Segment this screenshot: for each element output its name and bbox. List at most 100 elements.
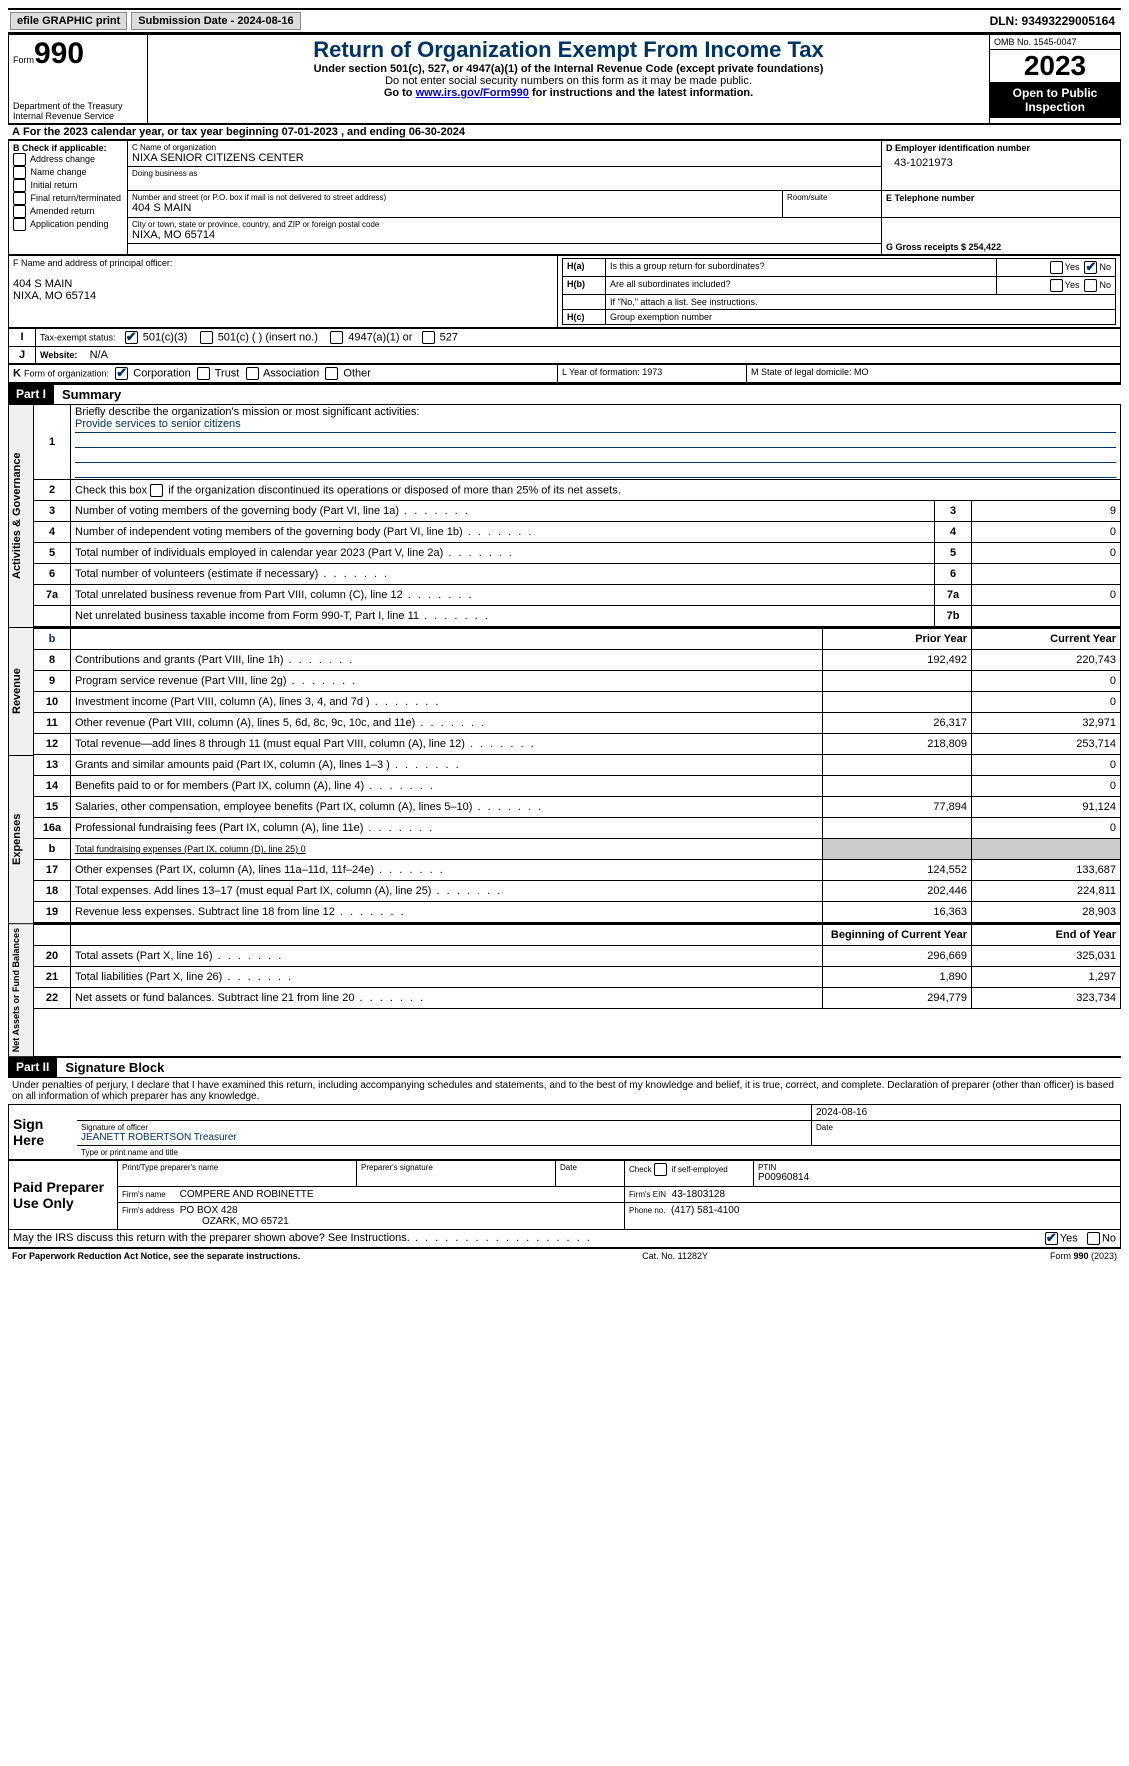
firm-addr2: OZARK, MO 65721 [122,1216,289,1227]
letter-j: J [9,347,36,364]
footer-form: Form 990 (2023) [1050,1251,1117,1261]
trust-text: Trust [215,367,240,379]
firm-ein: 43-1803128 [672,1189,725,1200]
b-opt-checkbox[interactable] [13,192,26,205]
firm-name-label: Firm's name [122,1190,166,1199]
q1-blank3 [75,463,1116,478]
summary-line: 13Grants and similar amounts paid (Part … [34,755,1121,776]
other-checkbox[interactable] [325,367,338,380]
city-value: NIXA, MO 65714 [132,229,877,241]
preparer-table: Paid Preparer Use Only Print/Type prepar… [8,1160,1121,1230]
discuss-yes: Yes [1060,1233,1078,1245]
summary-line: 7aTotal unrelated business revenue from … [34,585,1121,606]
street-value: 404 S MAIN [132,202,778,214]
trust-checkbox[interactable] [197,367,210,380]
form990-link[interactable]: www.irs.gov/Form990 [416,87,529,99]
hb-label: Are all subordinates included? [606,277,997,295]
tax-year: 2023 [990,50,1120,82]
501c3-checkbox[interactable] [125,331,138,344]
dept-treasury: Department of the Treasury [13,101,143,111]
netassets-vlabel: Net Assets or Fund Balances [8,923,34,1056]
4947-checkbox[interactable] [330,331,343,344]
print-name-label: Print/Type preparer's name [122,1163,352,1172]
assoc-checkbox[interactable] [246,367,259,380]
col-b: b [34,628,71,650]
b-opt-checkbox[interactable] [13,166,26,179]
self-employed-checkbox[interactable] [654,1163,667,1176]
no-text-2: No [1099,280,1111,290]
officer-name: JEANETT ROBERTSON Treasurer [81,1132,807,1143]
q2-checkbox[interactable] [150,484,163,497]
efile-print-button[interactable]: efile GRAPHIC print [10,12,127,30]
yes-text-2: Yes [1065,280,1080,290]
discuss-yes-checkbox[interactable] [1045,1232,1058,1245]
hb-yes-checkbox[interactable] [1050,279,1063,292]
identity-table: B Check if applicable: Address change Na… [8,140,1121,255]
h-note: If "No," attach a list. See instructions… [606,295,1116,310]
website-label: Website: [40,350,77,360]
letter-k: K [13,367,21,379]
b-opt-checkbox[interactable] [13,205,26,218]
prep-date-label: Date [560,1163,620,1172]
501c-text: 501(c) ( ) (insert no.) [218,331,318,343]
part1-title: Summary [54,385,129,404]
summary-line: Net unrelated business taxable income fr… [34,606,1121,627]
phone-value: (417) 581-4100 [671,1205,739,1216]
b-option: Application pending [13,218,123,231]
hb-no-checkbox[interactable] [1084,279,1097,292]
ha-yes-checkbox[interactable] [1050,261,1063,274]
form-number: 990 [34,37,84,70]
b-opt-checkbox[interactable] [13,153,26,166]
b-option: Amended return [13,205,123,218]
b-option: Initial return [13,179,123,192]
signature-table: Sign Here 2024-08-16 Signature of office… [8,1104,1121,1160]
room-label: Room/suite [787,193,877,202]
form-prefix: Form [13,55,34,65]
summary-line: 20Total assets (Part X, line 16)296,6693… [34,946,1121,967]
summary-line: 9Program service revenue (Part VIII, lin… [34,671,1121,692]
beg-year-header: Beginning of Current Year [823,924,972,946]
expenses-vlabel: Expenses [8,755,34,923]
revenue-vlabel: Revenue [8,627,34,755]
city-label: City or town, state or province, country… [132,220,877,229]
c-name-label: C Name of organization [132,143,877,152]
q2-post: if the organization discontinued its ope… [168,484,621,496]
discuss-text: May the IRS discuss this return with the… [13,1232,592,1245]
type-name-label: Type or print name and title [81,1148,1116,1157]
top-bar: efile GRAPHIC print Submission Date - 20… [8,8,1121,34]
corp-checkbox[interactable] [115,367,128,380]
summary-line: 6Total number of volunteers (estimate if… [34,564,1121,585]
b-opt-checkbox[interactable] [13,179,26,192]
summary-line: 21Total liabilities (Part X, line 26)1,8… [34,967,1121,988]
cat-no: Cat. No. 11282Y [642,1251,708,1261]
governance-table: 1 Briefly describe the organization's mi… [34,404,1121,627]
summary-line: 22Net assets or fund balances. Subtract … [34,988,1121,1009]
part1-label: Part I [8,385,54,404]
tax-exempt-label: Tax-exempt status: [40,332,116,342]
hb-prefix: H(b) [563,277,606,295]
ptin-value: P00960814 [758,1172,1116,1183]
assoc-text: Association [263,367,319,379]
summary-line: 18Total expenses. Add lines 13–17 (must … [34,881,1121,902]
org-name: NIXA SENIOR CITIZENS CENTER [132,152,877,164]
officer-addr2: NIXA, MO 65714 [13,290,553,302]
527-checkbox[interactable] [422,331,435,344]
corp-text: Corporation [133,367,190,379]
summary-line: 14Benefits paid to or for members (Part … [34,776,1121,797]
street-label: Number and street (or P.O. box if mail i… [132,193,778,202]
firm-addr1: PO BOX 428 [180,1205,238,1216]
discuss-no: No [1102,1233,1116,1245]
officer-group-table: F Name and address of principal officer:… [8,255,1121,328]
website-value: N/A [90,349,108,361]
part2-title: Signature Block [57,1058,172,1077]
discuss-no-checkbox[interactable] [1087,1232,1100,1245]
other-text: Other [343,367,371,379]
q1-answer: Provide services to senior citizens [75,418,1116,433]
4947-text: 4947(a)(1) or [348,331,412,343]
501c-checkbox[interactable] [200,331,213,344]
goto-pre: Go to [384,87,416,99]
ha-no-checkbox[interactable] [1084,261,1097,274]
b-opt-checkbox[interactable] [13,218,26,231]
summary-line: 10Investment income (Part VIII, column (… [34,692,1121,713]
summary-line: 5Total number of individuals employed in… [34,543,1121,564]
